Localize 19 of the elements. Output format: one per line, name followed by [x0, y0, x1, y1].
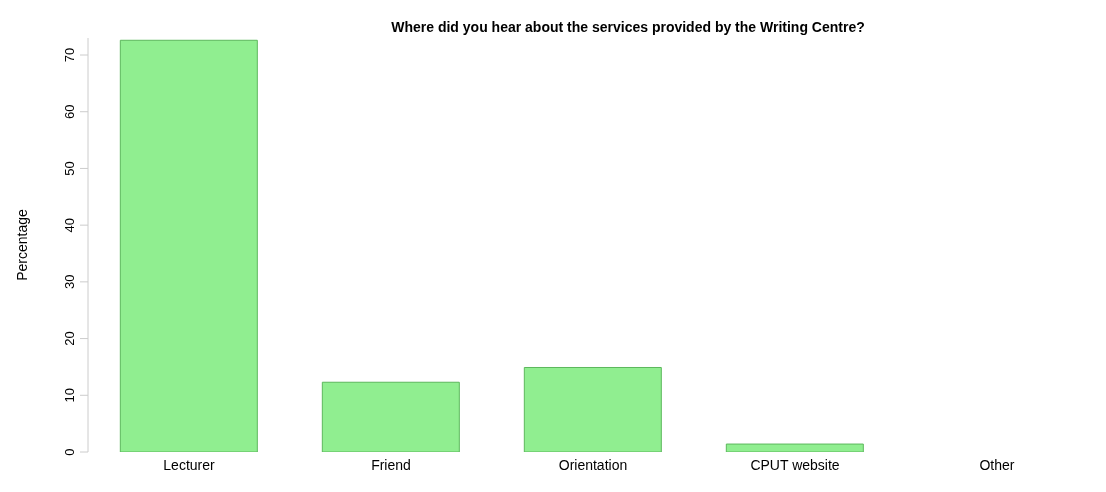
bar: [321, 381, 460, 452]
x-tick-label: Friend: [371, 456, 411, 473]
x-tick-label: Orientation: [558, 456, 628, 473]
y-tick-label: 10: [62, 388, 77, 403]
y-tick-label: 50: [62, 161, 77, 176]
chart-title: Where did you hear about the services provided by the Writing Centre?: [391, 19, 865, 35]
bar: [725, 443, 864, 452]
y-tick-label: 20: [62, 331, 77, 346]
y-tick-label: 30: [62, 274, 77, 290]
x-tick-label: CPUT website: [750, 456, 840, 473]
y-tick-label: 0: [62, 448, 77, 456]
bar: [119, 39, 258, 452]
x-tick-label: Lecturer: [163, 456, 216, 473]
y-tick-label: 60: [62, 104, 77, 119]
y-axis-title: Percentage: [13, 208, 30, 281]
bar: [523, 367, 662, 452]
y-tick-label: 70: [62, 47, 77, 63]
y-tick-label: 40: [62, 217, 77, 233]
x-tick-label: Other: [979, 456, 1015, 473]
